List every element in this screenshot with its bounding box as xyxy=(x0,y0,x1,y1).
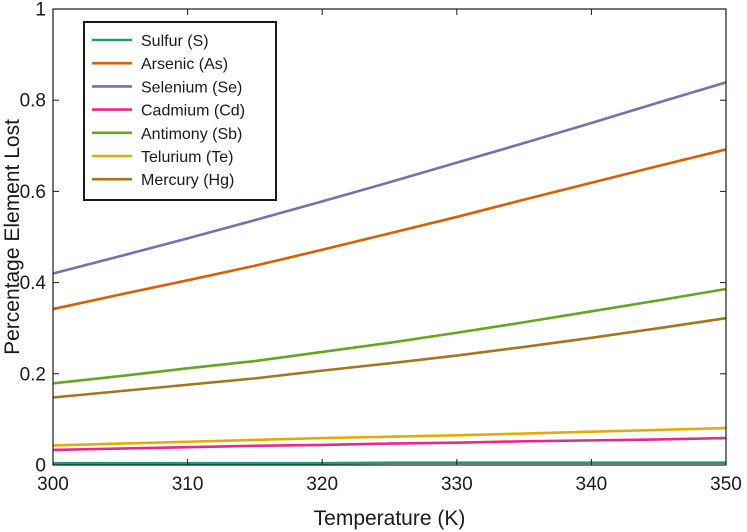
y-tick-label: 0.8 xyxy=(20,91,46,112)
legend: Sulfur (S) Arsenic (As) Selenium (Se) Cadmi… xyxy=(83,21,277,201)
y-tick-label: 1 xyxy=(35,0,46,21)
x-tick-label: 310 xyxy=(172,474,204,495)
legend-label-antimony-sb: Antimony (Sb) xyxy=(141,126,242,143)
plot-frame xyxy=(52,8,727,466)
legend-label-telurium-te: Telurium (Te) xyxy=(141,149,233,166)
series-line-telurium-te xyxy=(52,426,727,447)
series-line-arsenic-as xyxy=(52,148,727,311)
y-tick-label: 0 xyxy=(35,456,46,477)
tick-layer: 300 310 320 330 340 350 0 0.2 0.4 0.6 0.8 1 xyxy=(20,0,742,495)
x-tick-label: 340 xyxy=(576,474,608,495)
series-line-antimony-sb xyxy=(52,287,727,385)
x-axis-label: Temperature (K) xyxy=(314,507,466,530)
series-line-selenium-se xyxy=(52,81,727,275)
y-tick-label: 0.4 xyxy=(20,273,47,294)
x-tick-label: 330 xyxy=(441,474,473,495)
x-tick-label: 320 xyxy=(306,474,338,495)
y-axis-label: Percentage Element Lost xyxy=(1,119,24,355)
series-layer xyxy=(52,81,727,465)
legend-label-selenium-se: Selenium (Se) xyxy=(141,79,242,96)
legend-label-mercury-hg: Mercury (Hg) xyxy=(141,172,234,189)
legend-label-sulfur-s: Sulfur (S) xyxy=(141,33,209,50)
y-tick-label: 0.6 xyxy=(20,182,46,203)
x-tick-label: 350 xyxy=(710,474,742,495)
legend-label-cadmium-cd: Cadmium (Cd) xyxy=(141,103,245,120)
series-line-cadmium-cd xyxy=(52,436,727,452)
legend-items: Sulfur (S) Arsenic (As) Selenium (Se) Cadmi… xyxy=(92,33,245,189)
legend-box xyxy=(83,21,277,201)
y-tick-label: 0.2 xyxy=(20,364,46,385)
legend-label-arsenic-as: Arsenic (As) xyxy=(141,56,228,73)
series-line-mercury-hg xyxy=(52,316,727,399)
x-tick-label: 300 xyxy=(37,474,69,495)
